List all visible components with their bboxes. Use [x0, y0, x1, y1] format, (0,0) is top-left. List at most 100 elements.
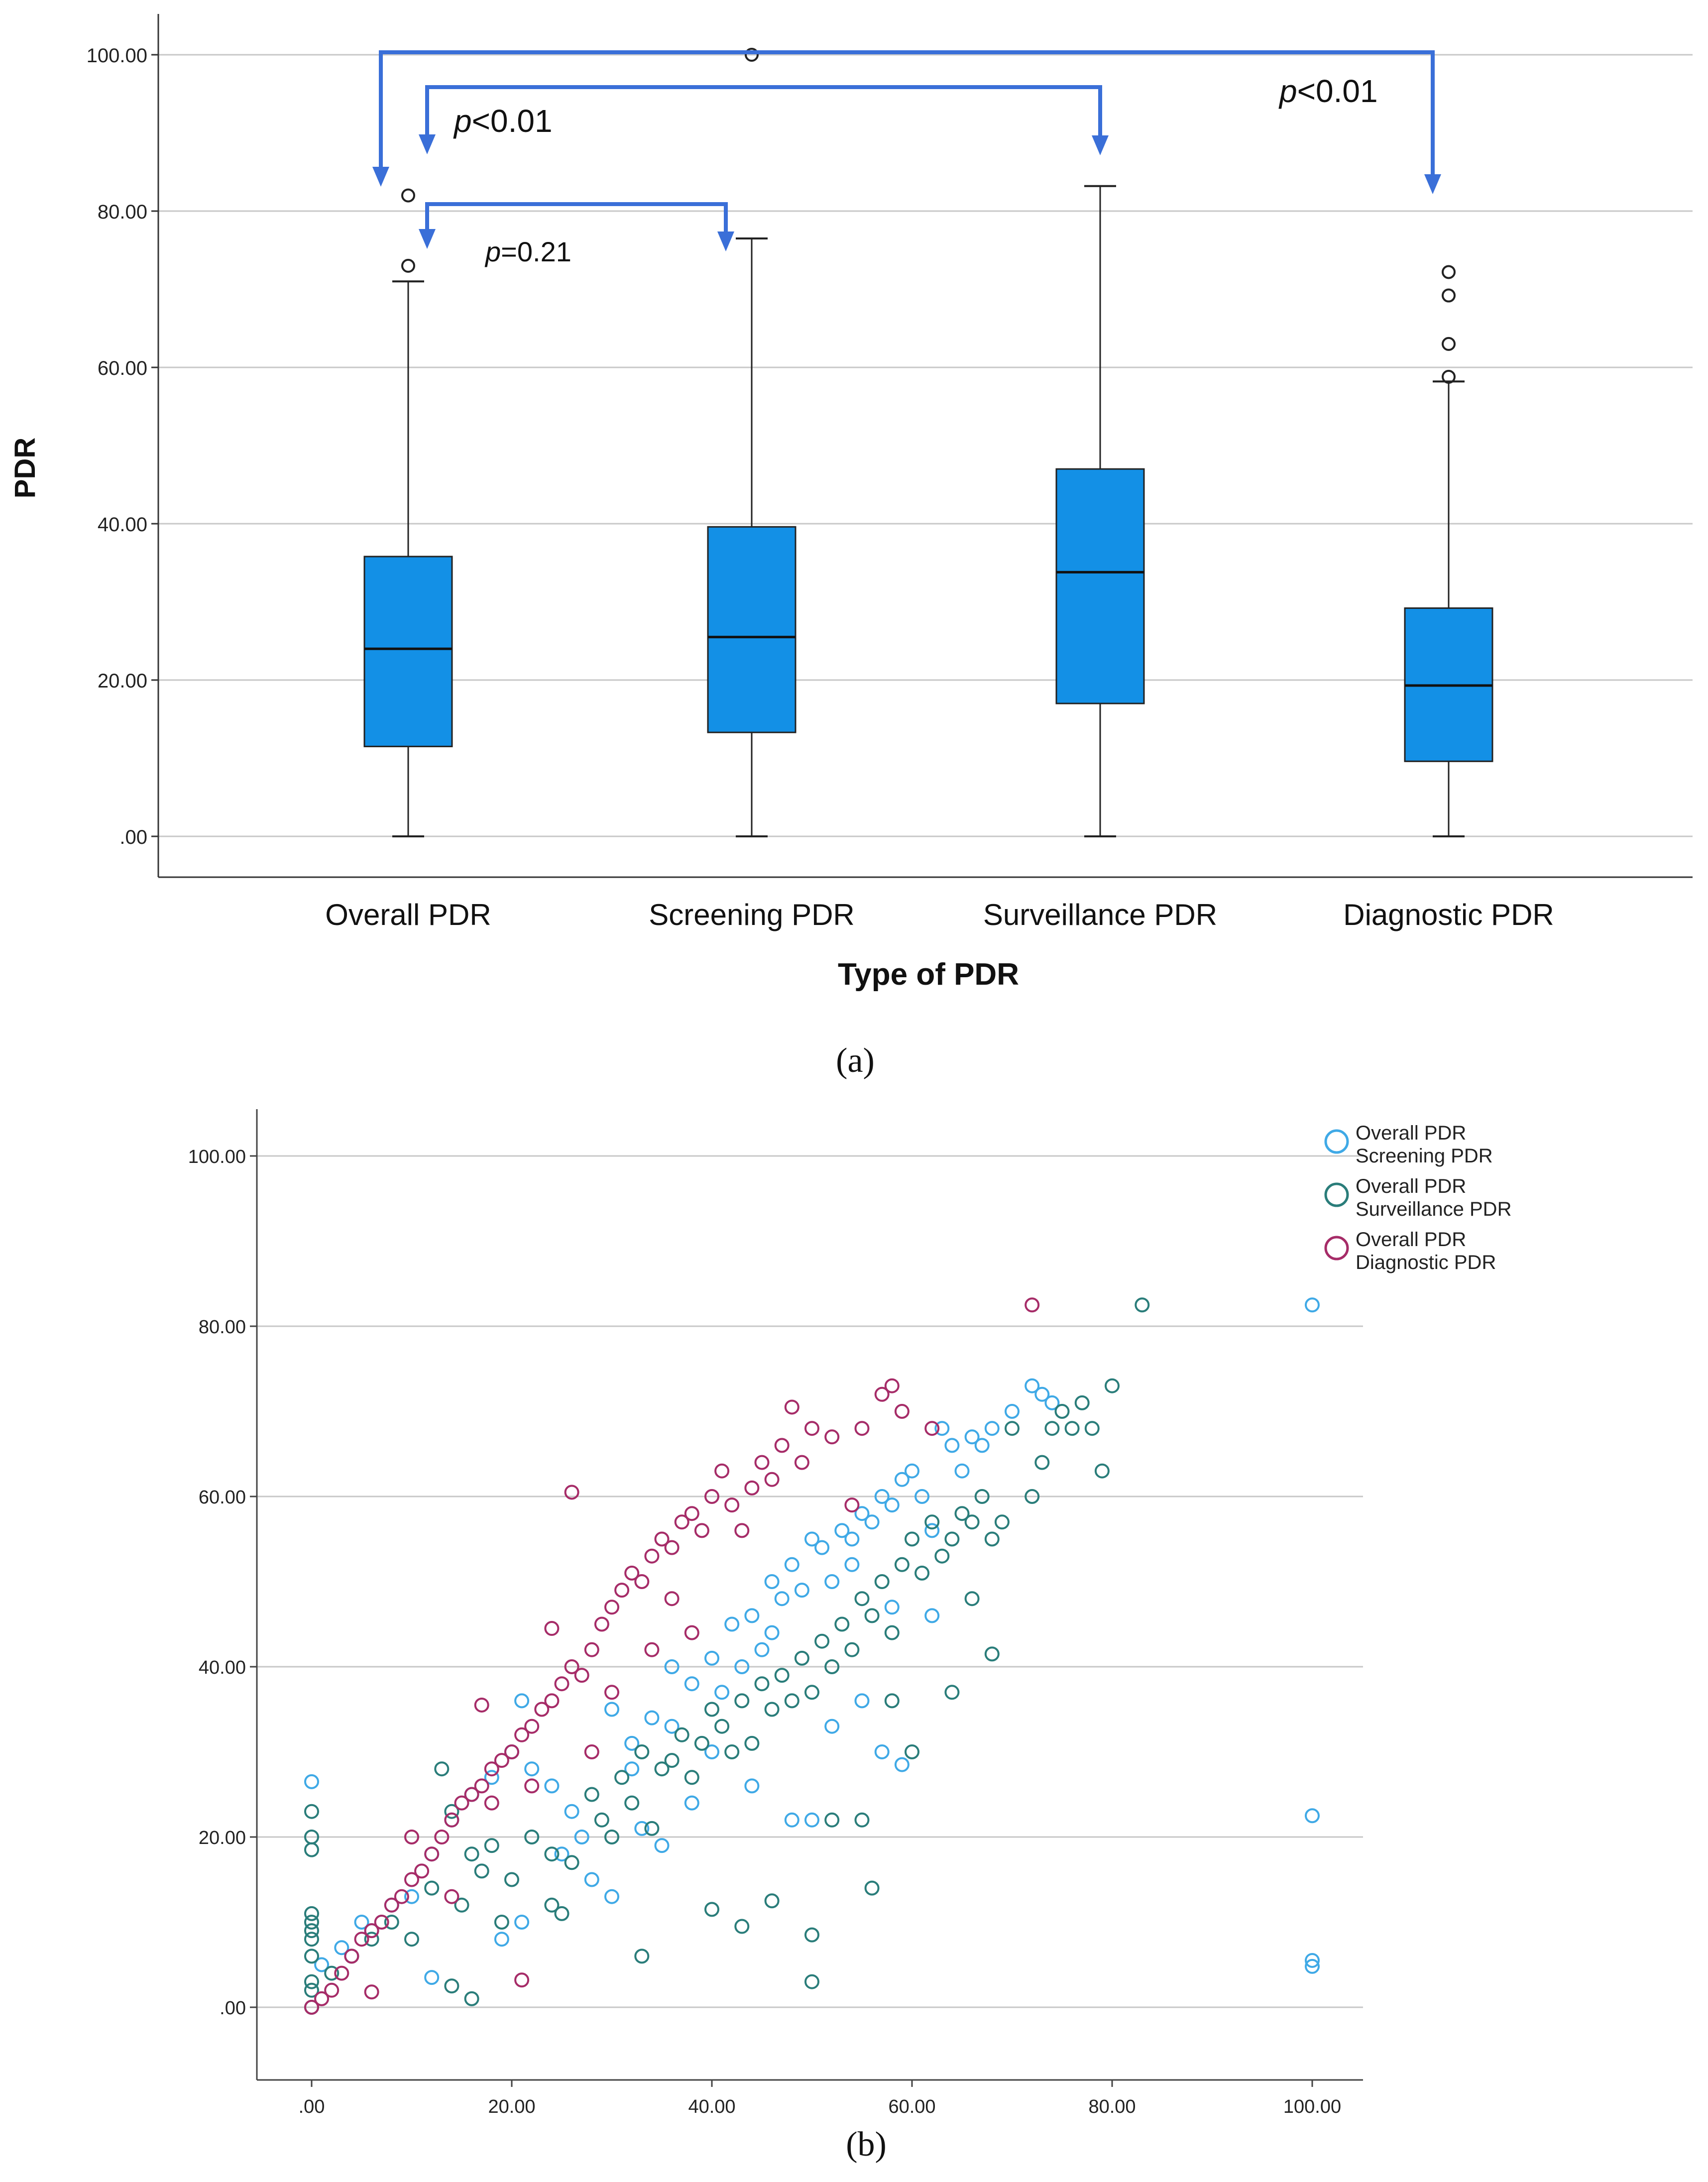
scatter-point — [894, 1472, 910, 1487]
scatter-point — [424, 1846, 440, 1862]
scatter-point — [304, 1906, 319, 1921]
scatter-y-ticks: .00 20.00 40.00 60.00 80.00 100.00 — [188, 1147, 257, 2019]
scatter-point — [734, 1693, 750, 1709]
scatter-point — [924, 1514, 940, 1530]
boxplot-x-tick-label: Screening PDR — [649, 898, 855, 931]
scatter-series — [304, 1297, 1040, 2015]
scatter-point — [644, 1821, 660, 1836]
scatter-point — [804, 1812, 819, 1828]
scatter-point — [594, 1812, 609, 1828]
scatter-point — [614, 1583, 630, 1598]
scatter-point — [874, 1386, 890, 1402]
scatter-point — [384, 1897, 399, 1913]
boxplot-y-ticks: .00 20.00 40.00 60.00 80.00 100.00 — [87, 45, 158, 848]
scatter-point — [1025, 1297, 1040, 1313]
scatter-point — [824, 1812, 840, 1828]
scatter-point — [684, 1770, 699, 1785]
boxplot-y-axis-label: PDR — [9, 438, 41, 498]
legend-label: Screening PDR — [1356, 1145, 1493, 1167]
scatter-point — [724, 1616, 740, 1632]
scatter-point — [944, 1531, 960, 1547]
scatter-point — [964, 1429, 980, 1445]
legend-label: Overall PDR — [1356, 1175, 1466, 1197]
scatter-point — [564, 1804, 579, 1819]
bracket-arrowhead — [1424, 174, 1441, 194]
scatter-point — [714, 1719, 730, 1734]
scatter-point — [654, 1761, 670, 1777]
boxplot-outlier — [1442, 337, 1456, 351]
scatter-point — [404, 1889, 419, 1904]
scatter-point — [894, 1404, 910, 1419]
scatter-point — [304, 1974, 319, 1989]
scatter-point — [304, 1915, 319, 1930]
bracket-arrowhead — [419, 134, 436, 154]
scatter-point — [884, 1625, 900, 1640]
boxplot-outlier — [1442, 369, 1456, 384]
scatter-point — [494, 1753, 509, 1768]
scatter-point — [814, 1633, 830, 1649]
scatter-point — [704, 1650, 719, 1666]
panel-label-b: (b) — [846, 2125, 887, 2164]
scatter-point — [804, 1531, 819, 1547]
boxplot-y-tick-label: 60.00 — [98, 357, 147, 379]
scatter-point — [684, 1795, 699, 1811]
scatter-point — [1305, 1958, 1320, 1974]
scatter-point — [734, 1659, 750, 1674]
scatter-point — [804, 1927, 819, 1943]
scatter-point — [464, 1787, 479, 1802]
scatter-point — [344, 1949, 359, 1964]
boxplot-y-tick-label: 100.00 — [87, 45, 147, 67]
scatter-point — [1034, 1386, 1050, 1402]
significance-brackets: p<0.01 p<0.01 p=0.21 — [372, 50, 1441, 267]
scatter-point — [1025, 1378, 1040, 1393]
scatter-point — [824, 1719, 840, 1734]
boxplot-box — [363, 556, 453, 747]
legend-label: Surveillance PDR — [1356, 1198, 1511, 1220]
scatter-point — [934, 1548, 950, 1564]
scatter-point — [814, 1540, 830, 1555]
scatter-point — [854, 1693, 870, 1709]
scatter-point — [864, 1880, 880, 1896]
scatter-point — [544, 1693, 560, 1709]
scatter-point — [454, 1897, 469, 1913]
legend-label: Overall PDR — [1356, 1122, 1466, 1144]
scatter-point — [974, 1438, 990, 1453]
boxplot-boxes — [363, 48, 1493, 837]
scatter-point — [544, 1897, 560, 1913]
scatter-point — [604, 1702, 619, 1717]
scatter-point — [584, 1744, 599, 1759]
scatter-point — [874, 1744, 890, 1759]
scatter-point — [944, 1685, 960, 1700]
scatter-point — [684, 1506, 699, 1521]
scatter-point — [704, 1744, 719, 1759]
scatter-point — [1305, 1808, 1320, 1824]
scatter-x-tick-label: 40.00 — [688, 2096, 735, 2117]
scatter-point — [584, 1642, 599, 1657]
scatter-point — [354, 1915, 369, 1930]
boxplot-y-tick-label: .00 — [119, 826, 147, 848]
scatter-y-tick-label: 100.00 — [188, 1147, 246, 1167]
scatter-point — [824, 1574, 840, 1589]
scatter-point — [774, 1438, 790, 1453]
scatter-point — [304, 1804, 319, 1819]
scatter-x-tick-label: .00 — [299, 2096, 325, 2117]
boxplot-x-ticks: Overall PDR Screening PDR Surveillance PDR… — [325, 898, 1554, 931]
scatter-point — [564, 1659, 579, 1674]
scatter-point — [1005, 1404, 1020, 1419]
p-value-label: p=0.21 — [484, 236, 571, 267]
boxplot-y-tick-label: 80.00 — [98, 201, 147, 223]
legend-marker — [1324, 1182, 1349, 1207]
scatter-point — [1044, 1395, 1060, 1410]
bracket-arrowhead — [1092, 135, 1109, 155]
scatter-point — [724, 1744, 740, 1759]
scatter-point — [434, 1761, 450, 1777]
boxplot-x-tick-label: Overall PDR — [325, 898, 491, 931]
scatter-point — [324, 1965, 340, 1981]
scatter-point — [834, 1523, 850, 1538]
p-value-label: p<0.01 — [1278, 73, 1378, 109]
scatter-point — [514, 1972, 530, 1988]
scatter-point — [554, 1846, 569, 1862]
scatter-point — [484, 1838, 499, 1853]
